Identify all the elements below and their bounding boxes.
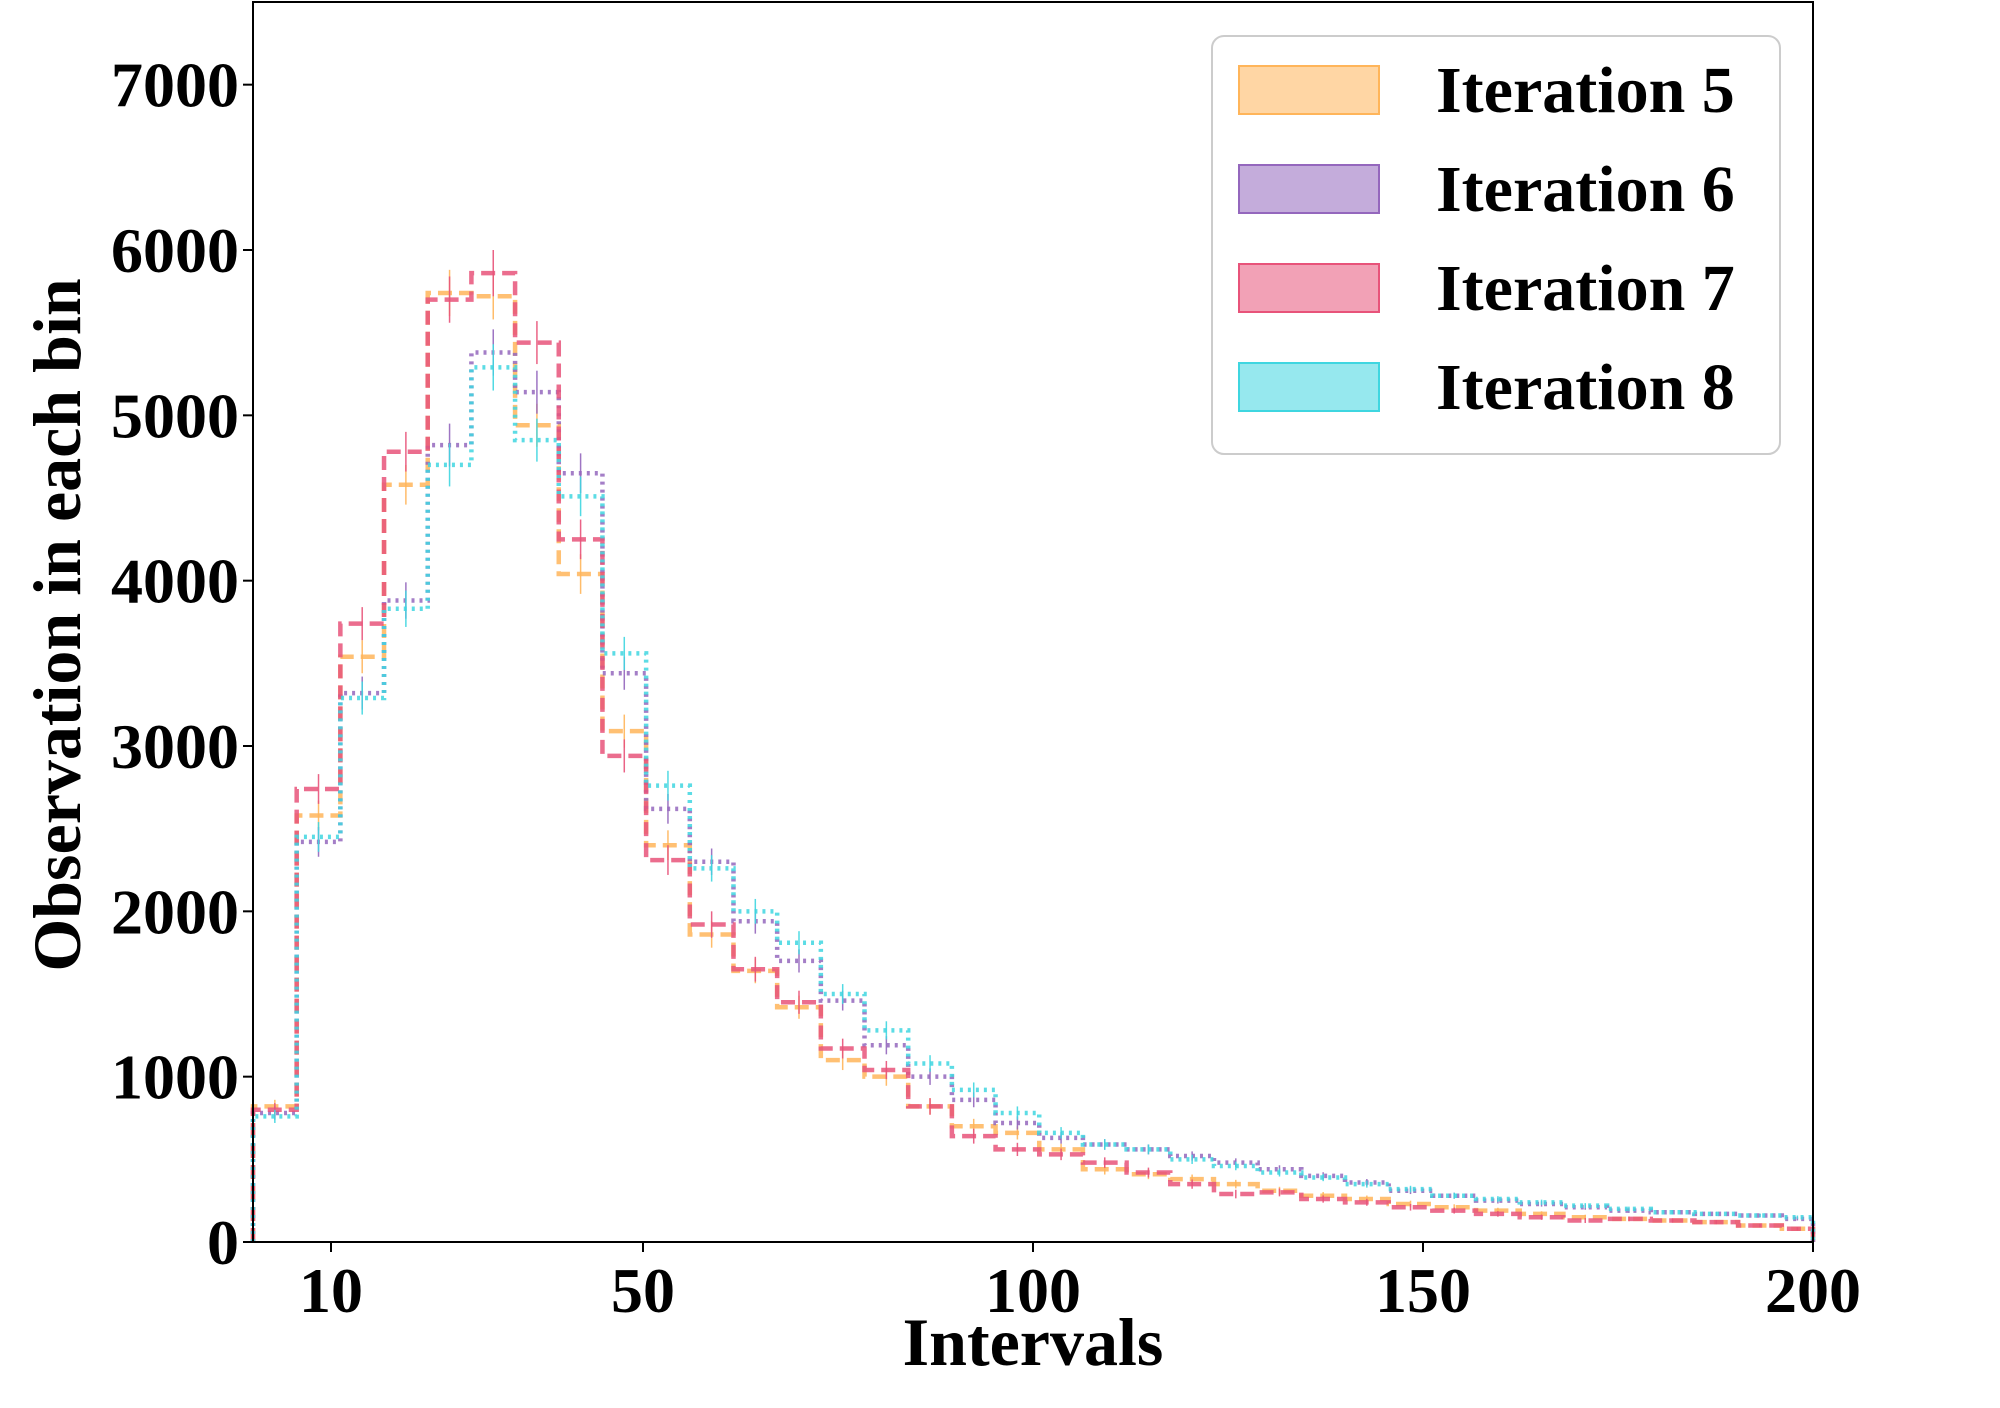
x-tick-label: 200 (1765, 1255, 1861, 1326)
y-tick-label: 0 (207, 1207, 239, 1278)
bin-bar (1520, 1202, 1564, 1242)
bin-bar (821, 994, 865, 1242)
bin-bar (690, 868, 734, 1242)
series-3-step-line (250, 270, 1816, 1242)
bin-bar (733, 911, 777, 1242)
bin-bar (777, 943, 821, 1242)
x-tick-label: 50 (611, 1255, 675, 1326)
bin-bar (1476, 1199, 1520, 1242)
x-tick-label: 10 (299, 1255, 363, 1326)
bin-bar (1214, 1166, 1258, 1242)
bin-bar (1389, 1189, 1433, 1242)
legend-label: Iteration 8 (1436, 351, 1735, 424)
y-tick-label: 1000 (111, 1042, 239, 1113)
bin-bar (1738, 1216, 1782, 1242)
x-axis-label: Intervals (903, 1304, 1164, 1380)
bin-bar (1301, 1178, 1345, 1242)
bin-bar (1127, 1149, 1171, 1242)
bin-bar (1782, 1217, 1813, 1242)
bin-bar (602, 653, 646, 1242)
bin-bar (1694, 1214, 1738, 1242)
series-4-step-line (250, 365, 1816, 1242)
bin-bar (1432, 1196, 1476, 1242)
bin-bar (471, 367, 515, 1242)
bin-bar (1651, 1212, 1695, 1242)
bin-bar (1039, 1133, 1083, 1242)
bin-bar (996, 1113, 1040, 1242)
legend-swatch (1238, 164, 1380, 214)
y-tick-label: 7000 (111, 50, 239, 121)
bin-bar (253, 1116, 297, 1242)
bin-bar (1607, 1209, 1651, 1242)
series-4 (250, 344, 1816, 1242)
series-3 (250, 250, 1816, 1242)
bin-bar (559, 496, 603, 1242)
legend-box (1211, 35, 1781, 455)
bin-bar (908, 1063, 952, 1242)
legend-swatch (1238, 65, 1380, 115)
legend: Iteration 5 Iteration 6 Iteration 7 Iterati… (1211, 35, 1781, 455)
legend-label: Iteration 6 (1436, 153, 1735, 226)
bin-bar (865, 1030, 909, 1242)
plot-layer (250, 250, 1816, 1242)
y-tick-label: 4000 (111, 546, 239, 617)
y-tick-label: 6000 (111, 215, 239, 286)
bin-bar (297, 837, 341, 1242)
bin-bar (1563, 1206, 1607, 1242)
y-tick-label: 2000 (111, 876, 239, 947)
x-tick-label: 150 (1375, 1255, 1471, 1326)
bin-bar (952, 1090, 996, 1242)
y-axis-label: Observation in each bin (19, 278, 95, 971)
bin-bar (384, 609, 428, 1242)
legend-label: Iteration 7 (1436, 252, 1735, 325)
bin-bar (1258, 1173, 1302, 1242)
bin-bar (515, 440, 559, 1242)
legend-swatch (1238, 263, 1380, 313)
x-tick-label: 100 (985, 1255, 1081, 1326)
y-tick-label: 3000 (111, 711, 239, 782)
legend-label: Iteration 5 (1436, 54, 1735, 127)
bin-bar (428, 465, 472, 1242)
bin-bar (646, 786, 690, 1242)
bin-bar (1170, 1159, 1214, 1242)
legend-swatch (1238, 362, 1380, 412)
axis-layer: 0 1000 2000 3000 4000 5000 6000 7000 10 50 100 150 2… (111, 50, 1861, 1326)
bin-bar (340, 698, 384, 1242)
bin-bar (1083, 1144, 1127, 1242)
bin-bar (1345, 1184, 1389, 1242)
y-tick-label: 5000 (111, 380, 239, 451)
